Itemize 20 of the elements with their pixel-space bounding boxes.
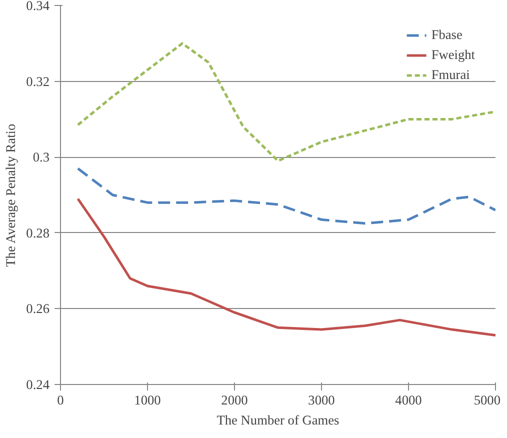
legend-label: Fbase bbox=[431, 27, 462, 43]
line-series bbox=[76, 167, 496, 225]
y-tick-label: 0.3 bbox=[32, 150, 50, 165]
y-tick-label: 0.34 bbox=[26, 0, 50, 13]
y-tick-label: 0.24 bbox=[26, 377, 50, 392]
x-tick-label: 0 bbox=[57, 392, 64, 408]
y-tick-label: 0.32 bbox=[26, 74, 50, 89]
x-axis-title: The Number of Games bbox=[216, 412, 340, 428]
x-tick-label: 2000 bbox=[221, 392, 248, 408]
line-series bbox=[76, 42, 496, 162]
legend-label: Fmurai bbox=[431, 67, 470, 83]
x-tick-label: 5000 bbox=[474, 392, 501, 408]
line-series bbox=[76, 198, 496, 336]
y-tick-label: 0.26 bbox=[26, 301, 50, 316]
y-tick-label: 0.28 bbox=[26, 225, 50, 240]
x-tick-label: 4000 bbox=[395, 392, 422, 408]
x-tick-label: 3000 bbox=[308, 392, 336, 408]
legend-label: Fweight bbox=[431, 47, 475, 63]
x-tick-label: 1000 bbox=[134, 392, 162, 408]
y-axis-title: The Average Penalty Ratio bbox=[3, 124, 18, 267]
